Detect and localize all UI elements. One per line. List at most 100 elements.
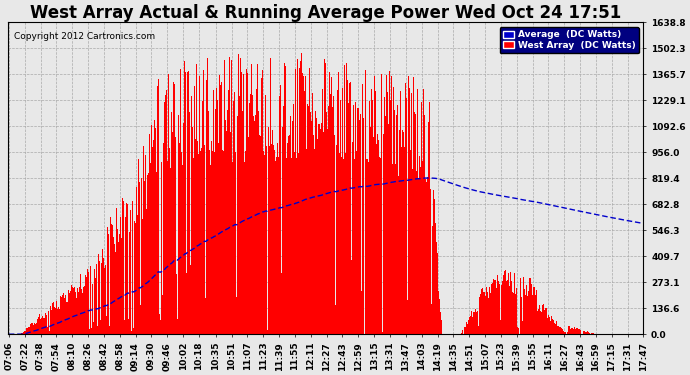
Bar — [27, 328, 28, 334]
Bar — [179, 69, 181, 334]
Bar — [317, 139, 318, 334]
Bar — [151, 125, 152, 334]
Bar — [239, 96, 240, 334]
Bar — [281, 273, 282, 334]
Bar — [578, 329, 579, 334]
Bar — [538, 309, 539, 334]
Bar — [176, 274, 177, 334]
Bar — [414, 112, 415, 334]
Bar — [554, 323, 555, 334]
Bar — [341, 158, 342, 334]
Bar — [524, 289, 525, 334]
Bar — [145, 155, 146, 334]
Bar — [327, 129, 328, 334]
Bar — [359, 114, 361, 334]
Bar — [438, 291, 439, 334]
Bar — [141, 178, 142, 334]
Bar — [472, 318, 473, 334]
Bar — [315, 111, 316, 334]
Bar — [110, 217, 111, 334]
Bar — [338, 72, 339, 334]
Bar — [42, 316, 43, 334]
Bar — [63, 298, 65, 334]
Bar — [573, 327, 575, 334]
Bar — [514, 273, 515, 334]
Bar — [49, 331, 50, 334]
Bar — [361, 291, 362, 334]
Bar — [219, 75, 220, 334]
Bar — [51, 310, 52, 334]
Bar — [381, 74, 382, 334]
Bar — [204, 145, 206, 334]
Bar — [23, 332, 24, 334]
Bar — [158, 79, 159, 334]
Bar — [112, 225, 113, 334]
Bar — [137, 215, 138, 334]
Bar — [336, 145, 337, 334]
Bar — [498, 281, 500, 334]
Bar — [408, 76, 409, 334]
Bar — [400, 92, 402, 334]
Bar — [234, 92, 235, 334]
Bar — [425, 178, 426, 334]
Bar — [43, 318, 44, 334]
Bar — [429, 102, 430, 334]
Bar — [259, 135, 260, 334]
Bar — [402, 130, 404, 334]
Bar — [500, 320, 502, 334]
Bar — [356, 151, 357, 334]
Bar — [308, 106, 309, 334]
Bar — [245, 151, 246, 334]
Bar — [99, 261, 101, 334]
Bar — [470, 316, 471, 334]
Bar — [531, 284, 532, 334]
Bar — [225, 120, 226, 334]
Bar — [440, 312, 441, 334]
Bar — [431, 304, 432, 334]
Bar — [251, 64, 252, 334]
Bar — [279, 86, 281, 334]
Bar — [161, 295, 163, 334]
Bar — [593, 333, 595, 334]
Bar — [380, 158, 381, 334]
Bar — [484, 296, 486, 334]
Bar — [199, 75, 200, 334]
Bar — [186, 72, 188, 334]
Bar — [190, 265, 192, 334]
Bar — [515, 294, 516, 334]
Bar — [533, 287, 534, 334]
Bar — [370, 127, 371, 334]
Bar — [293, 104, 295, 334]
Bar — [275, 157, 277, 334]
Bar — [286, 142, 288, 334]
Bar — [257, 64, 258, 334]
Bar — [139, 182, 140, 334]
Bar — [70, 285, 72, 334]
Bar — [138, 159, 139, 334]
Bar — [326, 112, 327, 334]
Bar — [318, 124, 319, 334]
Bar — [148, 173, 149, 334]
Bar — [345, 153, 346, 334]
Bar — [283, 105, 284, 334]
Bar — [57, 309, 58, 334]
Bar — [552, 320, 553, 334]
Bar — [28, 327, 29, 334]
Bar — [579, 329, 580, 334]
Bar — [210, 165, 211, 334]
Bar — [330, 94, 331, 334]
Bar — [150, 163, 151, 334]
Bar — [211, 141, 213, 334]
Bar — [130, 210, 131, 334]
Bar — [25, 331, 26, 334]
Bar — [144, 180, 145, 334]
Bar — [329, 72, 330, 334]
Bar — [468, 320, 469, 334]
Bar — [461, 333, 462, 334]
Bar — [526, 285, 527, 334]
Bar — [160, 320, 161, 334]
Bar — [502, 281, 503, 334]
Bar — [146, 209, 147, 334]
Bar — [546, 308, 547, 334]
Bar — [374, 76, 375, 334]
